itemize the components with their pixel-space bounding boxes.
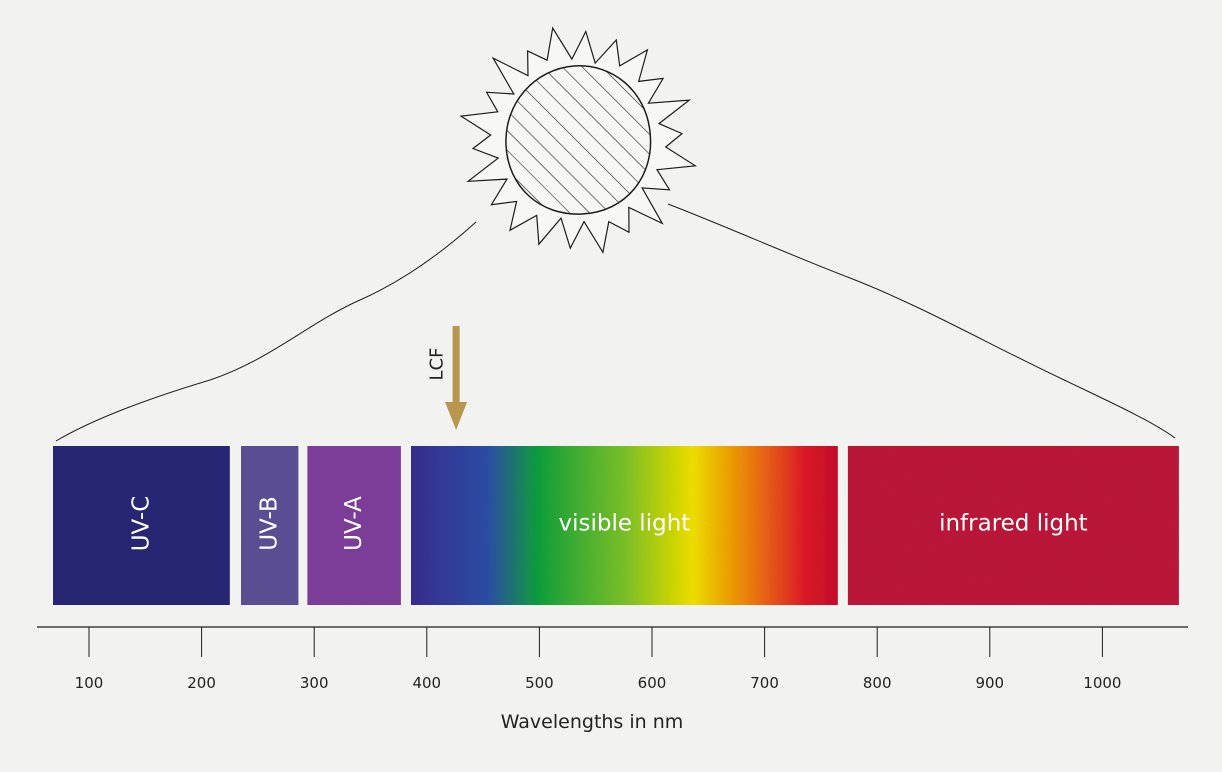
uvb-label: UV-B	[257, 496, 283, 550]
lcf-arrow-head	[445, 402, 468, 430]
tick-label: 1000	[1083, 674, 1121, 692]
tick-label: 300	[300, 674, 329, 692]
sun-icon	[459, 26, 698, 254]
tick-label: 600	[638, 674, 667, 692]
tick-label: 900	[975, 674, 1004, 692]
left-connector-line	[55, 221, 477, 442]
axis-title: Wavelengths in nm	[501, 711, 684, 733]
visible-band	[411, 446, 838, 605]
lcf-marker: LCF	[427, 326, 468, 430]
uva-label: UV-A	[341, 496, 367, 551]
uva-band	[307, 446, 401, 605]
uvc-label: UV-C	[128, 496, 154, 552]
uvc-band	[53, 446, 230, 605]
tick-label: 500	[525, 674, 554, 692]
infrared-band	[847, 446, 1179, 605]
right-connector-line	[667, 203, 1176, 439]
uvb-band	[241, 446, 299, 605]
tick-label: 800	[863, 674, 892, 692]
axis-ticks: 100 200 300 400 500 600 700 800 900 1000	[75, 627, 1121, 692]
tick-label: 200	[187, 674, 216, 692]
lcf-label: LCF	[427, 348, 448, 381]
infrared-label: infrared light	[939, 511, 1088, 537]
tick-label: 100	[75, 674, 104, 692]
tick-label: 400	[412, 674, 441, 692]
spectrum-bands: UV-C UV-B UV-A visible light infrared light	[53, 446, 1179, 605]
tick-label: 700	[750, 674, 779, 692]
visible-label: visible light	[558, 511, 690, 537]
lcf-arrow-shaft	[452, 326, 460, 404]
